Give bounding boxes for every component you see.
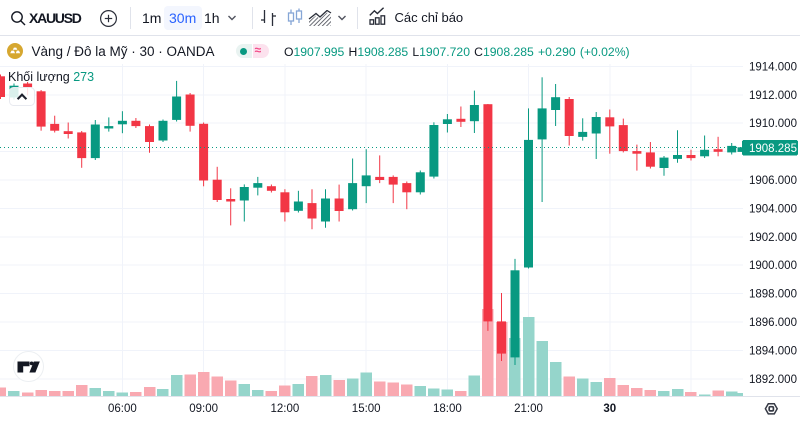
svg-text:1892.000: 1892.000 bbox=[749, 374, 797, 386]
svg-text:1914.000: 1914.000 bbox=[749, 61, 797, 73]
svg-text:21:00: 21:00 bbox=[514, 403, 543, 415]
svg-text:1904.000: 1904.000 bbox=[749, 203, 797, 215]
svg-text:1908.285: 1908.285 bbox=[749, 143, 797, 155]
svg-text:09:00: 09:00 bbox=[189, 403, 218, 415]
svg-text:18:00: 18:00 bbox=[433, 403, 462, 415]
svg-text:30: 30 bbox=[603, 403, 616, 415]
svg-text:1912.000: 1912.000 bbox=[749, 90, 797, 102]
svg-text:15:00: 15:00 bbox=[352, 403, 381, 415]
svg-text:1894.000: 1894.000 bbox=[749, 345, 797, 357]
svg-text:1906.000: 1906.000 bbox=[749, 175, 797, 187]
svg-text:1910.000: 1910.000 bbox=[749, 118, 797, 130]
svg-text:1902.000: 1902.000 bbox=[749, 232, 797, 244]
svg-text:12:00: 12:00 bbox=[271, 403, 300, 415]
svg-text:1900.000: 1900.000 bbox=[749, 260, 797, 272]
svg-text:1896.000: 1896.000 bbox=[749, 317, 797, 329]
svg-text:06:00: 06:00 bbox=[108, 403, 137, 415]
svg-text:1898.000: 1898.000 bbox=[749, 289, 797, 301]
